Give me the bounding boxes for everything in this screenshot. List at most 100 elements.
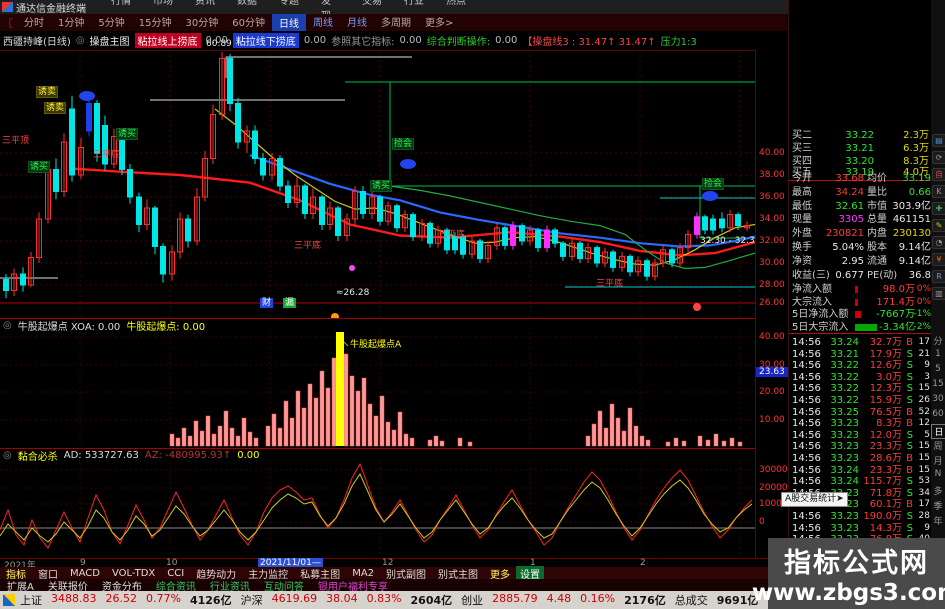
- period-季[interactable]: 季: [933, 502, 943, 512]
- money-icon[interactable]: ¥: [932, 253, 945, 266]
- bid-row-买二[interactable]: 买二 33.22 2.3万: [789, 129, 932, 142]
- info-row-5[interactable]: 换手 5.04% 股本 9.14亿: [789, 241, 932, 254]
- tf-item-7[interactable]: 周线: [312, 18, 333, 29]
- add-icon[interactable]: ✚: [932, 202, 945, 215]
- period-15[interactable]: 15: [932, 379, 944, 389]
- tab-item-7[interactable]: 私募主图: [300, 569, 341, 581]
- tick-row-4[interactable]: 14:56 33.22 12.3万 S 15: [789, 383, 932, 394]
- info-row-0[interactable]: 今开 33.68 均价 33.19: [789, 172, 932, 185]
- period-周[interactable]: 周: [933, 442, 943, 452]
- refresh-icon[interactable]: ⟳: [932, 151, 945, 164]
- info-tab-item-5[interactable]: 互动问答: [263, 581, 304, 593]
- tick-row-3[interactable]: 14:56 33.22 3.0万 S 3: [789, 372, 932, 383]
- period-年[interactable]: 年: [933, 517, 943, 527]
- tab-item-10[interactable]: 别式主图: [438, 569, 479, 581]
- tab-item-6[interactable]: 主力监控: [248, 569, 289, 581]
- tab-item-5[interactable]: 趋势动力: [196, 569, 237, 581]
- status-item-3: 0.77%: [146, 592, 181, 605]
- menu-item-8[interactable]: 热点: [445, 0, 466, 7]
- list-icon[interactable]: ▤: [932, 134, 945, 147]
- tick-row-11[interactable]: 14:56 33.24 23.3万 B 15: [789, 465, 932, 476]
- tab-item-1[interactable]: 窗口: [38, 569, 58, 581]
- flow-row-2[interactable]: 5日净流入额 -7667万 -1%: [789, 308, 932, 321]
- tab-item-11[interactable]: 更多: [490, 569, 511, 581]
- tab-item-8[interactable]: MA2: [352, 567, 375, 579]
- info-row-6[interactable]: 净资 2.95 流通 9.14亿: [789, 255, 932, 268]
- tf-item-5[interactable]: 60分钟: [232, 18, 265, 29]
- info-row-1[interactable]: 最高 34.24 量比 0.66: [789, 186, 932, 199]
- tf-item-6[interactable]: 日线: [271, 14, 306, 31]
- menu-item-1[interactable]: 市场: [153, 0, 173, 7]
- clock-icon[interactable]: ◔: [932, 236, 945, 249]
- tick-row-1[interactable]: 14:56 33.21 17.9万 S 21: [789, 349, 932, 360]
- edit-icon[interactable]: ✎: [932, 219, 945, 232]
- tf-item-3[interactable]: 15分钟: [138, 18, 172, 29]
- info-tab-item-6[interactable]: 银用户福利专享: [317, 581, 388, 593]
- period-N[interactable]: N: [934, 469, 942, 479]
- period-日[interactable]: 日: [931, 424, 945, 439]
- tick-row-8[interactable]: 14:56 33.23 12.0万 S 5: [789, 430, 932, 441]
- bid-row-买四[interactable]: 买四 33.20 8.3万: [789, 155, 932, 168]
- period-1[interactable]: 1: [935, 349, 941, 359]
- main-indicator-name[interactable]: 操盘主图: [89, 37, 130, 48]
- kline-icon[interactable]: K: [932, 185, 945, 198]
- flow-row-0[interactable]: 净流入额 98.0万 0%: [789, 283, 932, 296]
- menu-item-2[interactable]: 资讯: [195, 0, 215, 7]
- tab-item-3[interactable]: VOL-TDX: [111, 567, 156, 579]
- period-分[interactable]: 分: [933, 337, 943, 347]
- tf-item-2[interactable]: 5分钟: [98, 18, 125, 29]
- period-5[interactable]: 5: [935, 364, 941, 374]
- tf-item-8[interactable]: 月线: [346, 18, 367, 29]
- bid-row-买五[interactable]: 买五 33.19 4.0万: [789, 166, 932, 179]
- main-candlestick-chart[interactable]: [0, 50, 755, 318]
- tf-item-10[interactable]: 更多>: [424, 18, 454, 29]
- tf-item-0[interactable]: 分时: [24, 18, 44, 29]
- app-grid-icon[interactable]: [3, 594, 15, 606]
- flow-row-1[interactable]: 大宗流入 171.4万 0%: [789, 296, 932, 309]
- tick-row-0[interactable]: 14:56 33.24 32.7万 B 17: [789, 337, 932, 348]
- tick-row-10[interactable]: 14:56 33.23 28.6万 B 15: [789, 453, 932, 464]
- info-tab-item-1[interactable]: 关联报价: [47, 581, 88, 593]
- menu-item-4[interactable]: 专题: [279, 0, 299, 7]
- tick-row-16[interactable]: 14:56 33.23 14.3万 S 9: [789, 523, 932, 534]
- tab-item-0[interactable]: 指标: [6, 569, 26, 581]
- tick-row-5[interactable]: 14:56 33.22 15.9万 S 26: [789, 395, 932, 406]
- flow-row-3[interactable]: 5日大宗流入 -3.34亿 -2%: [789, 321, 932, 334]
- menu-item-6[interactable]: 交易: [361, 0, 382, 7]
- period-多[interactable]: 多: [933, 487, 943, 497]
- panel-icon[interactable]: ▥: [932, 287, 945, 300]
- tab-item-9[interactable]: 别式副图: [386, 569, 427, 581]
- tick-row-7[interactable]: 14:56 33.23 8.3万 B 12: [789, 418, 932, 429]
- info-row-3[interactable]: 现量 3305 总量 461151: [789, 213, 932, 226]
- tick-row-2[interactable]: 14:56 33.22 12.6万 S 9: [789, 360, 932, 371]
- tick-row-15[interactable]: 14:56 33.23 190.0万 S 28: [789, 511, 932, 522]
- tick-row-6[interactable]: 14:56 33.25 76.5万 B 52: [789, 407, 932, 418]
- menu-item-3[interactable]: 数据: [237, 0, 257, 7]
- period-60[interactable]: 60: [932, 409, 944, 419]
- info-row-4[interactable]: 外盘 230821 内盘 230130: [789, 227, 932, 240]
- custom-stock-icon[interactable]: 自: [932, 168, 945, 181]
- period-月[interactable]: 月: [933, 457, 943, 467]
- menu-item-9[interactable]: L1L2: [477, 0, 523, 22]
- tf-item-9[interactable]: 多周期: [380, 18, 411, 29]
- rsi-icon[interactable]: R: [932, 270, 945, 283]
- tab-item-2[interactable]: MACD: [70, 567, 100, 579]
- info-row-2[interactable]: 最低 32.61 市值 303.9亿: [789, 200, 932, 213]
- info-row-7[interactable]: 收益(三) 0.677 PE(动) 36.8: [789, 269, 932, 282]
- tick-row-12[interactable]: 14:56 33.24 115.7万 S 53: [789, 476, 932, 487]
- info-tab-item-3[interactable]: 综合资讯: [155, 581, 196, 593]
- info-tab-item-4[interactable]: 行业资讯: [209, 581, 250, 593]
- tick-row-9[interactable]: 14:56 33.23 23.3万 S 15: [789, 441, 932, 452]
- info-tab-item-2[interactable]: 资金分布: [101, 581, 142, 593]
- bid-row-买三[interactable]: 买三 33.21 6.3万: [789, 142, 932, 155]
- oscillator-line-chart[interactable]: [0, 462, 755, 557]
- tf-item-4[interactable]: 30分钟: [185, 18, 219, 29]
- menu-item-0[interactable]: 行情: [111, 0, 131, 7]
- tab-item-12[interactable]: 设置: [516, 565, 545, 581]
- tab-item-4[interactable]: CCI: [167, 567, 185, 579]
- info-tab-item-0[interactable]: 扩展A: [7, 581, 34, 593]
- menu-item-7[interactable]: 行业: [403, 0, 424, 7]
- signal-histogram-chart[interactable]: [0, 332, 755, 447]
- period-30[interactable]: 30: [932, 394, 944, 404]
- tf-item-1[interactable]: 1分钟: [58, 18, 85, 29]
